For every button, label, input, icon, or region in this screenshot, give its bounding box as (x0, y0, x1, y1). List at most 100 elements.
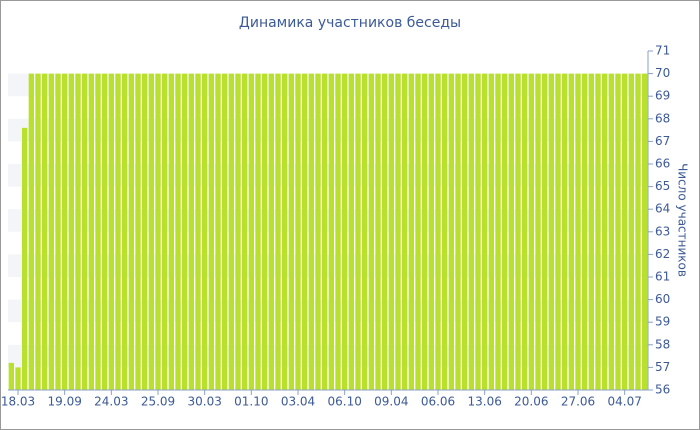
bar (288, 73, 294, 390)
bar (528, 73, 534, 390)
bar (235, 73, 241, 390)
bar (115, 73, 121, 390)
bar (142, 73, 148, 390)
grid-band (8, 73, 648, 97)
x-tick-label: 13.06 (467, 395, 501, 409)
bar (215, 73, 221, 390)
bar (182, 73, 188, 390)
bar (135, 73, 141, 390)
y-tick-label: 65 (655, 179, 670, 193)
x-tick-label: 04.07 (607, 395, 641, 409)
bar (308, 73, 314, 390)
bar (155, 73, 161, 390)
bar (328, 73, 334, 390)
y-tick-label: 63 (655, 224, 670, 238)
bar (495, 73, 501, 390)
bar (262, 73, 268, 390)
bar (448, 73, 454, 390)
bar (248, 73, 254, 390)
bar (42, 73, 48, 390)
bar (368, 73, 374, 390)
grid-band (8, 118, 648, 142)
y-tick-label: 67 (655, 134, 670, 148)
bar (15, 367, 21, 390)
bar (508, 73, 514, 390)
bar (255, 73, 261, 390)
bar (88, 73, 94, 390)
y-tick-label: 60 (655, 292, 670, 306)
bar (622, 73, 628, 390)
bar (295, 73, 301, 390)
y-tick-label: 57 (655, 360, 670, 374)
bar (442, 73, 448, 390)
bar (22, 127, 28, 390)
bar (362, 73, 368, 390)
bar (75, 73, 81, 390)
bar (535, 73, 541, 390)
bar (562, 73, 568, 390)
y-tick-label: 62 (655, 247, 670, 261)
bar (175, 73, 181, 390)
x-tick-label: 01.10 (234, 395, 268, 409)
y-axis-label: Число участников (676, 163, 690, 277)
bar (588, 73, 594, 390)
bar (595, 73, 601, 390)
bar (375, 73, 381, 390)
bar (82, 73, 88, 390)
bar (395, 73, 401, 390)
bar (208, 73, 214, 390)
bar (162, 73, 168, 390)
bar (402, 73, 408, 390)
bar (608, 73, 614, 390)
bar (408, 73, 414, 390)
x-tick-label: 19.09 (47, 395, 81, 409)
bar (355, 73, 361, 390)
x-tick-label: 20.06 (514, 395, 548, 409)
bar (348, 73, 354, 390)
x-tick-label: 18.03 (1, 395, 35, 409)
y-tick-label: 70 (655, 66, 670, 80)
bar (575, 73, 581, 390)
y-tick-label: 61 (655, 270, 670, 284)
bar (475, 73, 481, 390)
bar (548, 73, 554, 390)
bar (468, 73, 474, 390)
bar (642, 73, 648, 390)
bar (435, 73, 441, 390)
bar (195, 73, 201, 390)
y-tick-label: 56 (655, 383, 670, 397)
bar (148, 73, 154, 390)
bar (422, 73, 428, 390)
bar (242, 73, 248, 390)
x-tick-label: 30.03 (187, 395, 221, 409)
bar (602, 73, 608, 390)
bar (168, 73, 174, 390)
bar (188, 73, 194, 390)
bar (582, 73, 588, 390)
bar (275, 73, 281, 390)
y-tick-label: 71 (655, 44, 670, 58)
bar (388, 73, 394, 390)
bar (628, 73, 634, 390)
bar (542, 73, 548, 390)
grid-band (8, 254, 648, 277)
bar (62, 73, 68, 390)
x-tick-label: 24.03 (94, 395, 128, 409)
bar (108, 73, 114, 390)
x-tick-label: 06.10 (327, 395, 361, 409)
bar (322, 73, 328, 390)
bar (48, 73, 54, 390)
y-tick-label: 58 (655, 337, 670, 351)
x-tick-label: 09.04 (374, 395, 408, 409)
bar (228, 73, 234, 390)
y-tick-label: 68 (655, 111, 670, 125)
bar (35, 73, 41, 390)
chart-title: Динамика участников беседы (239, 15, 461, 31)
bar (122, 73, 128, 390)
bar (462, 73, 468, 390)
bar (502, 73, 508, 390)
bar (342, 73, 348, 390)
bar (615, 73, 621, 390)
y-tick-label: 64 (655, 202, 670, 216)
